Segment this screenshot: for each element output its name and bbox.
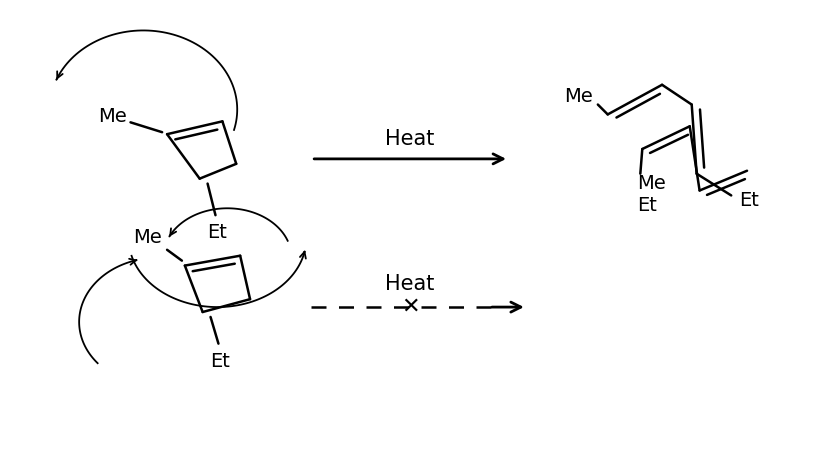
- Text: Me: Me: [133, 228, 161, 247]
- Text: Et: Et: [207, 224, 228, 243]
- Text: Et: Et: [739, 191, 759, 210]
- Text: Me: Me: [98, 107, 127, 126]
- Text: Me: Me: [564, 87, 593, 106]
- Text: Me: Me: [638, 174, 666, 193]
- Text: Heat: Heat: [386, 129, 435, 149]
- Text: Heat: Heat: [386, 275, 435, 294]
- Text: Et: Et: [211, 352, 230, 371]
- Text: ✕: ✕: [401, 297, 419, 317]
- Text: Et: Et: [638, 196, 657, 215]
